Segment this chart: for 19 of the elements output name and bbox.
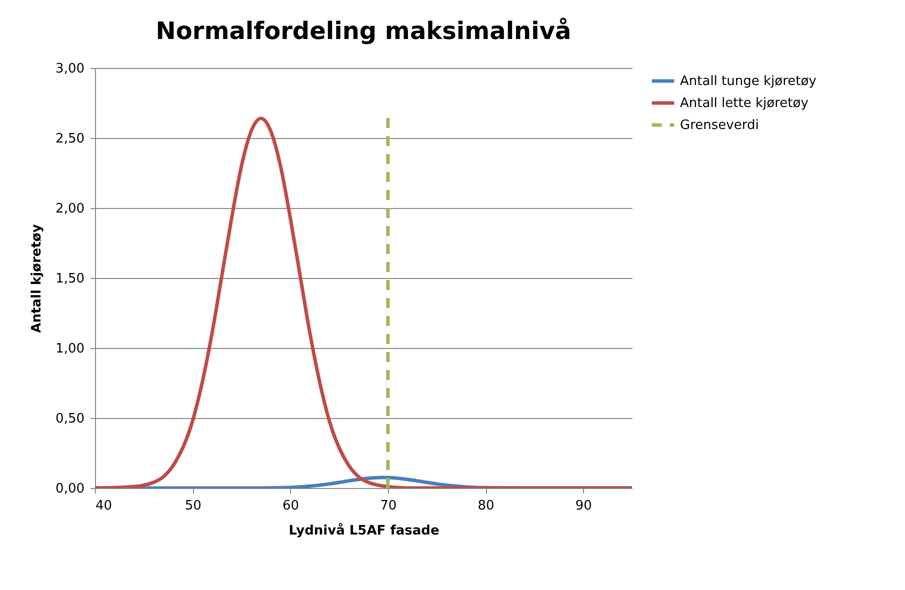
chart-title: Normalfordeling maksimalnivå (156, 17, 572, 45)
y-tick-label: 1,00 (56, 342, 84, 356)
y-tick-label: 0,50 (56, 412, 84, 426)
y-tick-label: 2,00 (56, 202, 84, 216)
x-tick-label: 80 (478, 498, 494, 514)
x-tick-label: 90 (575, 498, 592, 514)
x-tick-label: 60 (282, 498, 300, 514)
legend-label: Antall lette kjøretøy (680, 96, 809, 111)
x-tick-label: 50 (184, 498, 202, 514)
x-tick-label: 40 (96, 498, 112, 514)
y-tick-label: 2,50 (56, 132, 84, 146)
x-tick-label: 70 (380, 498, 397, 514)
legend-label: Antall tunge kjøretøy (680, 74, 817, 89)
y-tick-label: 3,00 (56, 62, 84, 76)
y-axis-title: Antall kjøretøy (30, 224, 45, 333)
legend-label: Grenseverdi (680, 118, 759, 133)
y-tick-label: 1,50 (56, 272, 84, 286)
y-tick-label: 0,00 (56, 482, 84, 496)
x-axis-title: Lydnivå L5AF fasade (288, 522, 440, 538)
